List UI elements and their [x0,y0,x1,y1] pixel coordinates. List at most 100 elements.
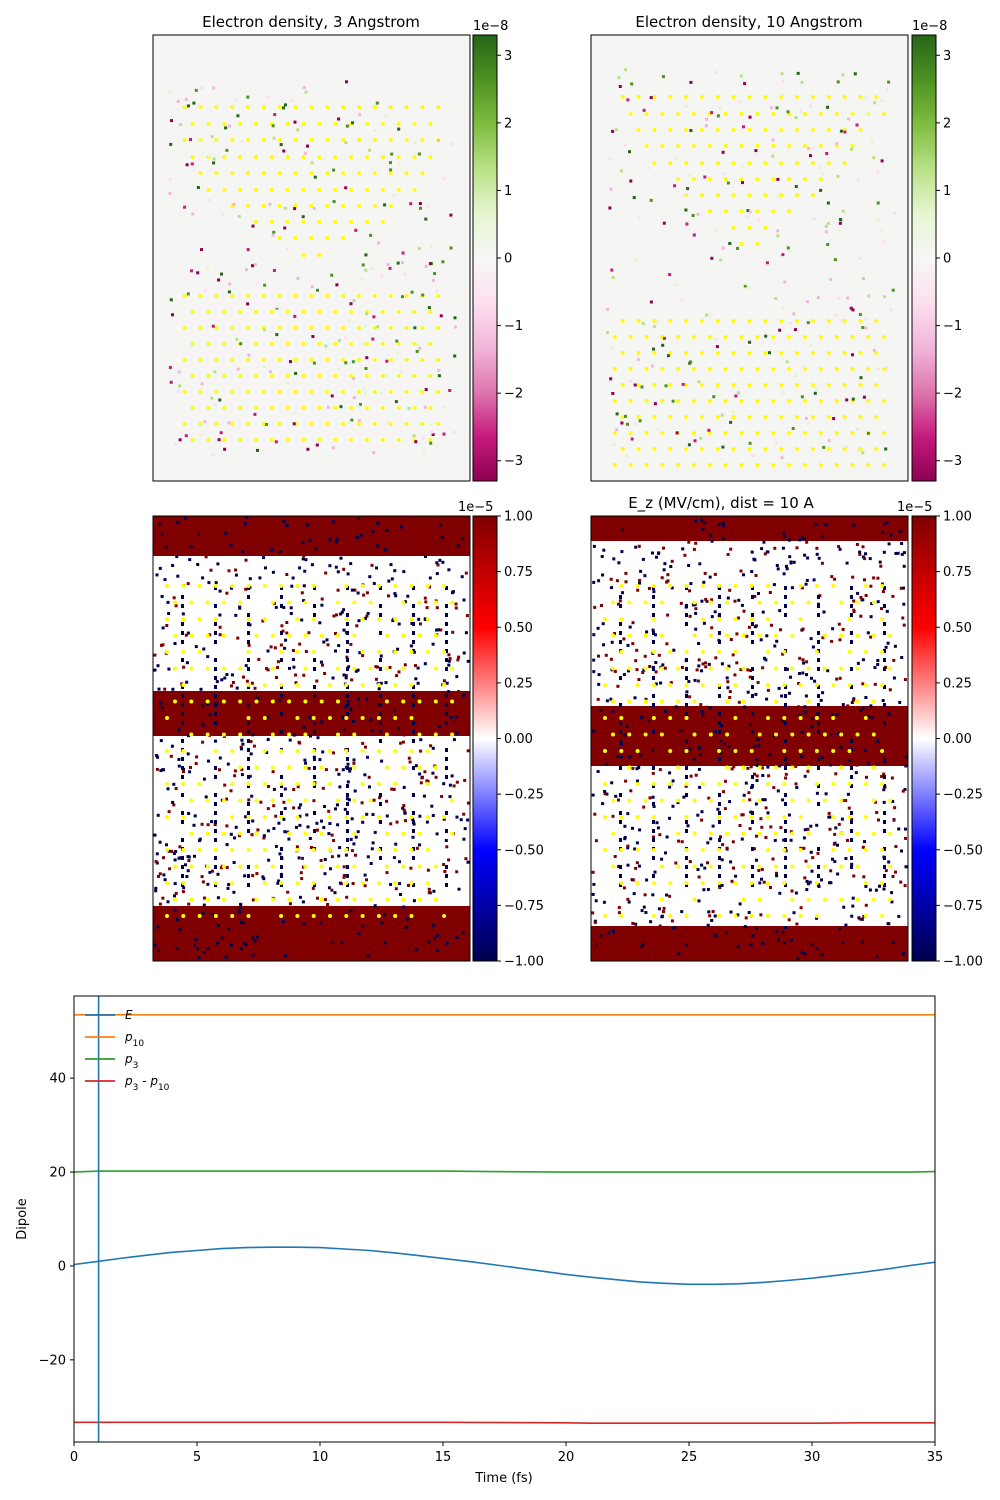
atom-marker [774,831,778,836]
atom-marker [279,782,284,786]
field-pixel [320,597,324,601]
field-pixel [652,730,655,734]
field-pixel [861,706,865,710]
atom-marker [246,294,251,298]
field-pixel [163,578,167,582]
field-pixel [251,936,255,940]
field-pixel [333,891,337,895]
atom-marker [270,864,275,869]
density-pixel [399,370,403,374]
field-pixel [301,949,304,952]
field-pixel [706,861,709,865]
field-pixel [370,847,374,851]
atom-marker [619,650,624,654]
atom-marker [246,683,251,687]
field-pixel [278,852,282,856]
atom-marker [850,367,855,371]
atom-marker [692,399,696,403]
density-pixel [841,73,845,77]
field-pixel [761,666,765,670]
field-pixel [882,887,886,891]
heatmap-cells [591,516,908,961]
field-pixel [850,685,853,689]
density-pixel [365,312,369,316]
atom-marker [349,438,354,442]
density-pixel [789,321,792,325]
atom-marker [708,732,713,737]
field-pixel [462,598,466,602]
field-pixel [414,948,418,952]
atom-marker [165,617,169,621]
field-pixel [366,855,370,859]
density-pixel [652,347,655,351]
atom-marker [325,105,330,109]
field-pixel [784,604,787,608]
field-pixel [345,797,349,801]
density-pixel [425,204,429,208]
field-pixel [894,552,898,555]
atom-marker [328,914,332,918]
field-pixel [301,856,304,860]
atom-marker [270,666,275,671]
field-pixel [628,717,632,720]
plot-frame [73,995,936,1443]
field-pixel [181,721,184,725]
field-pixel [356,830,360,834]
field-pixel [781,546,785,550]
field-pixel [240,738,244,742]
field-pixel [745,728,749,732]
field-pixel [457,655,461,659]
atom-marker [708,666,713,671]
atom-marker [847,650,852,654]
field-pixel [705,599,709,603]
atom-marker [254,220,258,224]
atom-marker [238,864,243,869]
field-pixel [351,882,355,885]
atom-marker [198,105,203,109]
atom-marker [285,374,290,378]
field-pixel [700,669,703,673]
field-pixel [352,761,356,765]
atom-marker [336,864,340,869]
density-pixel [748,115,752,119]
atom-marker [842,383,847,387]
atom-marker [328,716,332,720]
field-pixel [296,785,300,789]
field-pixel [681,547,685,551]
atom-marker [723,177,728,181]
field-pixel [160,539,164,543]
field-pixel [326,903,330,906]
field-pixel [755,779,759,782]
field-pixel [464,571,468,575]
field-pixel [249,912,253,916]
field-pixel [465,614,469,618]
field-pixel [422,794,426,798]
field-pixel [282,920,285,923]
field-pixel [736,913,740,917]
atom-marker [295,617,300,621]
atom-marker [863,584,868,588]
field-pixel [411,835,415,839]
density-pixel [641,322,645,325]
density-pixel [332,168,336,172]
atom-marker [182,294,187,298]
atom-marker [213,848,218,852]
field-pixel [850,667,853,671]
atom-marker [803,463,807,467]
field-pixel [181,658,184,662]
field-pixel [689,582,693,586]
atom-marker [676,177,681,181]
density-pixel [630,437,634,441]
field-pixel [454,715,458,719]
density-pixel [395,339,399,343]
atom-marker [611,600,615,605]
atom-marker [198,390,203,394]
field-pixel [778,764,782,768]
atom-marker [763,128,768,132]
atom-marker [741,798,746,803]
field-pixel [274,814,278,818]
density-pixel [245,268,248,272]
field-pixel [425,606,429,610]
atom-marker [254,633,259,638]
